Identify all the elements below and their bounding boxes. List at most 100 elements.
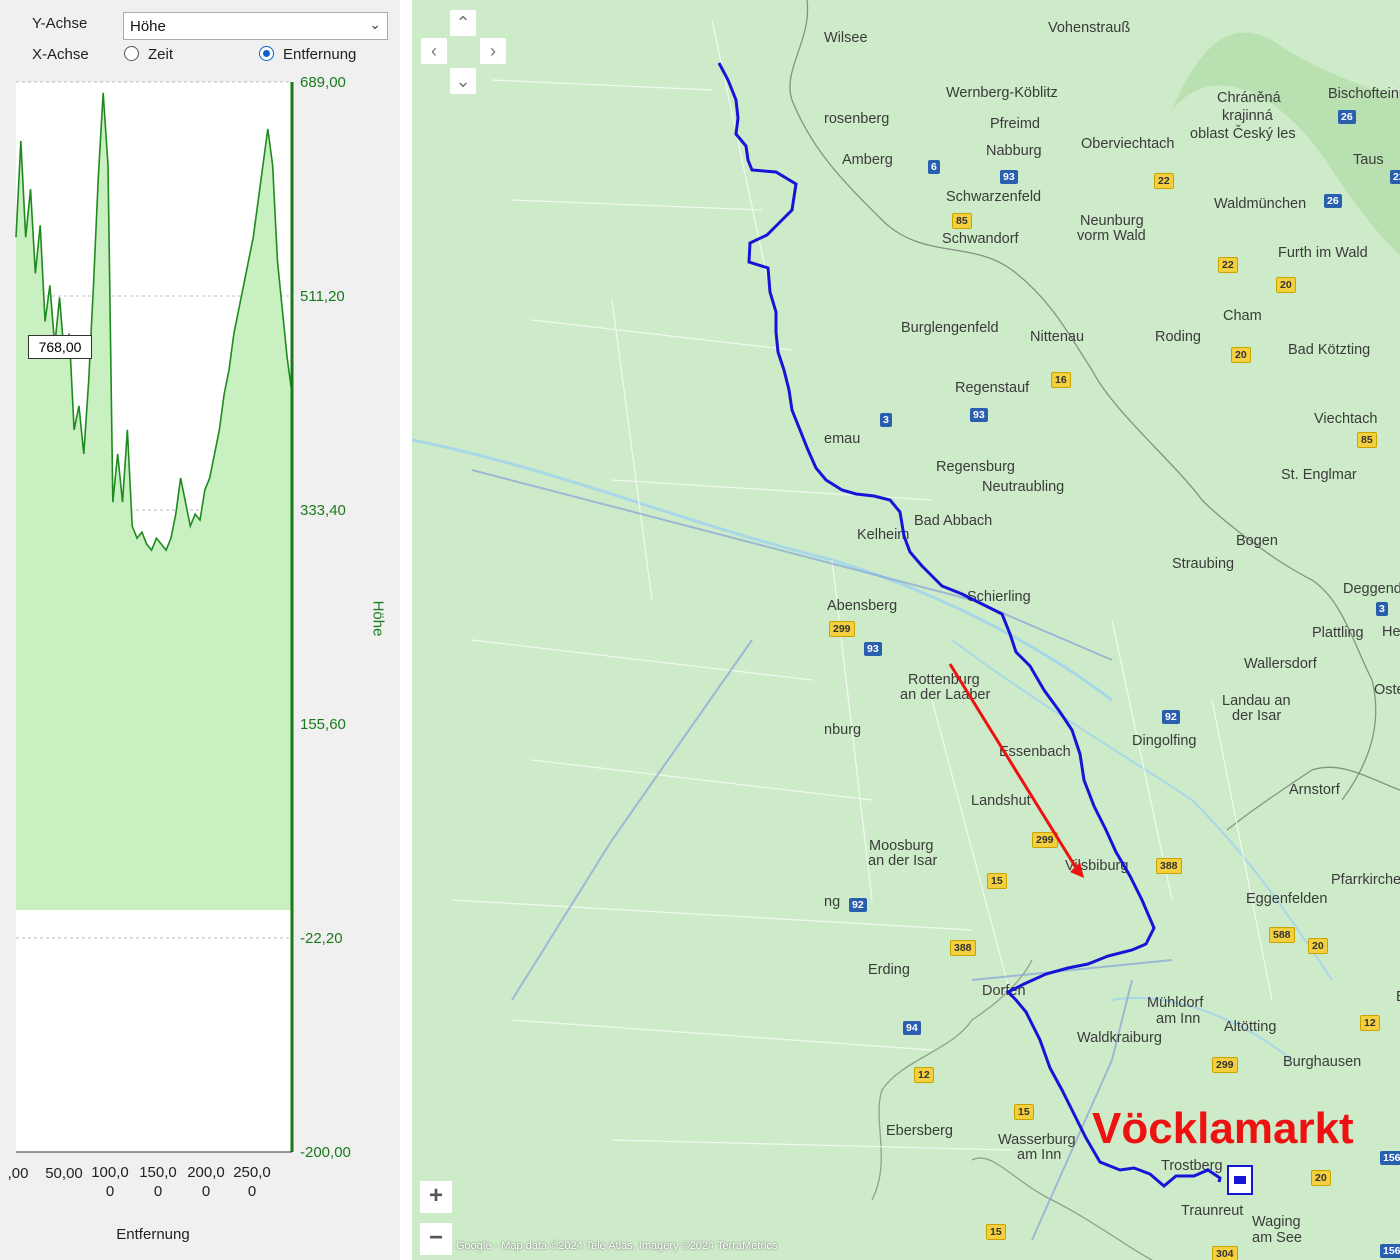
place-label: Burglengenfeld — [901, 320, 999, 336]
road-shield: 304 — [1212, 1246, 1238, 1260]
y-tick-label: 333,40 — [300, 502, 346, 519]
road-shield: 26 — [1324, 194, 1342, 208]
road-shield: 12 — [914, 1067, 934, 1083]
place-label: rosenberg — [824, 111, 890, 127]
road-shield: 20 — [1311, 1170, 1331, 1186]
place-label: Erding — [868, 962, 910, 978]
road-shield: 299 — [1032, 832, 1058, 848]
chevron-down-icon: ⌄ — [369, 16, 381, 32]
road-shield: 3 — [1376, 602, 1388, 616]
route-map[interactable]: StodDobranýVohenstraußHolýšovPřešticeBlo… — [412, 0, 1400, 1260]
road-shield: 93 — [1000, 170, 1018, 184]
x-tick-label: 150,0 0 — [139, 1164, 177, 1200]
place-label: Bischofteinitz — [1328, 86, 1400, 102]
place-label: Taus — [1353, 152, 1384, 168]
place-label: Neunburg — [1080, 213, 1144, 229]
radio-distance[interactable] — [259, 46, 274, 61]
place-label: Regenstauf — [955, 380, 1030, 396]
place-label: Roding — [1155, 329, 1201, 345]
destination-label: Vöcklamarkt — [1092, 1104, 1354, 1153]
road-shield: 94 — [903, 1021, 921, 1035]
road-shield: 3 — [880, 413, 892, 427]
place-label: Nittenau — [1030, 329, 1085, 345]
place-label: Landau an — [1222, 693, 1291, 709]
place-label: Wernberg-Köblitz — [946, 85, 1058, 101]
y-tick-label: -200,00 — [300, 1144, 351, 1161]
pan-down-icon[interactable]: ⌄ — [450, 68, 476, 94]
place-label: krajinná — [1222, 108, 1273, 124]
y-tick-label: 511,20 — [300, 288, 345, 305]
zoom-out-button[interactable]: − — [420, 1223, 452, 1255]
x-tick-label: 250,0 0 — [233, 1164, 271, 1200]
road-shield: 22 — [1218, 257, 1238, 273]
place-label: Vohenstrauß — [1048, 20, 1131, 36]
zoom-in-button[interactable]: + — [420, 1181, 452, 1213]
place-label: Burghausen — [1283, 1054, 1362, 1070]
place-label: Cham — [1223, 308, 1262, 324]
x-axis-label: X-Achse — [32, 46, 89, 63]
place-label: Furth im Wald — [1278, 245, 1368, 261]
place-label: Arnstorf — [1289, 782, 1340, 798]
road-shield: 20 — [1231, 347, 1251, 363]
road-shield: 299 — [829, 621, 855, 637]
y-axis-select[interactable]: Höhe ⌄ — [123, 12, 388, 40]
road-shield: 388 — [1156, 858, 1182, 874]
place-label: Pfarrkirchen — [1331, 872, 1400, 888]
road-shield: 16 — [1051, 372, 1071, 388]
pan-left-icon[interactable]: ‹ — [421, 38, 447, 64]
place-label: Kelheim — [857, 527, 910, 543]
road-shield: 588 — [1269, 927, 1295, 943]
y-axis-title: Höhe — [369, 600, 387, 637]
road-shield: 15 — [986, 1224, 1006, 1240]
elevation-area — [16, 92, 292, 910]
place-label: Moosburg — [869, 838, 934, 854]
place-label: Wasserburg — [998, 1132, 1076, 1148]
place-label: Traunreut — [1181, 1203, 1244, 1219]
x-tick-label: 50,00 — [45, 1165, 83, 1182]
pan-right-icon[interactable]: › — [480, 38, 506, 64]
road-shield: 22 — [1154, 173, 1174, 189]
radio-distance-label[interactable]: Entfernung — [283, 46, 357, 63]
x-axis-title: Entfernung — [116, 1226, 190, 1243]
place-label: Schwandorf — [942, 231, 1019, 247]
place-label: Neutraubling — [982, 479, 1065, 495]
place-label: Altötting — [1224, 1019, 1277, 1035]
place-label: St. Englmar — [1281, 467, 1357, 483]
place-label: Pfreimd — [990, 116, 1040, 132]
road-shield: 93 — [864, 642, 882, 656]
elevation-panel: Y-Achse Höhe ⌄ X-Achse Zeit Entfernung 7… — [0, 0, 400, 1260]
place-label: Straubing — [1172, 556, 1235, 572]
place-label: Chráněná — [1217, 90, 1281, 106]
pan-up-icon[interactable]: ⌃ — [450, 10, 476, 36]
place-label: am Inn — [1017, 1147, 1062, 1163]
road-shield: 15 — [1014, 1104, 1034, 1120]
x-tick-label: ,00 — [7, 1165, 29, 1182]
place-label: Abensberg — [827, 598, 898, 614]
place-label: Deggendorf — [1343, 581, 1400, 597]
place-label: Bogen — [1236, 533, 1278, 549]
road-shield: 388 — [950, 940, 976, 956]
place-label: Viechtach — [1314, 411, 1378, 427]
road-shield: 20 — [1276, 277, 1296, 293]
y-tick-label: 155,60 — [300, 716, 346, 733]
place-label: Eggenfelden — [1246, 891, 1328, 907]
place-label: Bad Abbach — [914, 513, 993, 529]
place-label: Braunau — [1396, 989, 1400, 1005]
road-shield: 156 — [1380, 1244, 1400, 1258]
road-shield: 15 — [987, 873, 1007, 889]
y-axis-label: Y-Achse — [32, 15, 88, 32]
elevation-chart — [15, 81, 294, 1153]
cursor-value-box: 768,00 — [28, 335, 92, 359]
place-label: Dingolfing — [1132, 733, 1197, 749]
road-shield: 20 — [1308, 938, 1328, 954]
place-label: Mühldorf — [1147, 995, 1204, 1011]
place-label: nburg — [824, 722, 862, 738]
elevation-line — [15, 92, 293, 552]
place-label: Nabburg — [986, 143, 1042, 159]
place-label: an der Isar — [868, 853, 938, 869]
radio-time[interactable] — [124, 46, 139, 61]
radio-time-label[interactable]: Zeit — [148, 46, 174, 63]
road-shield: 26 — [1338, 110, 1356, 124]
place-label: Amberg — [842, 152, 893, 168]
place-label: Hengersberg — [1382, 624, 1400, 640]
